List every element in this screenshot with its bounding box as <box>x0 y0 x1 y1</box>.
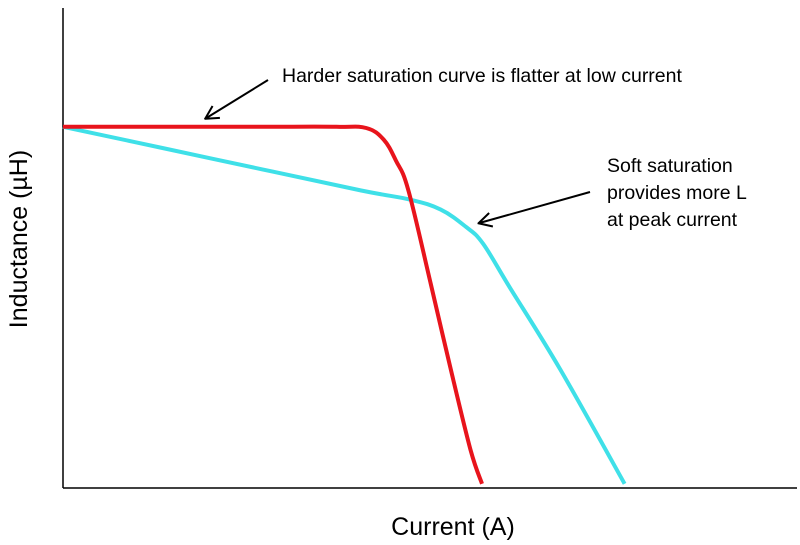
annotation-soft-saturation: Soft saturation provides more L at peak … <box>478 155 747 231</box>
x-axis-title: Current (A) <box>391 513 515 541</box>
series-soft-saturation-line <box>62 124 627 485</box>
series-layer <box>62 124 627 485</box>
series-hard-saturation-line <box>63 124 484 485</box>
annotation-soft-saturation-line3: at peak current <box>607 209 738 231</box>
annotation-hard-saturation-arrow <box>205 79 269 119</box>
axes <box>62 8 797 489</box>
annotation-soft-saturation-line1: Soft saturation <box>607 155 733 177</box>
annotation-soft-saturation-line2: provides more L <box>607 182 747 204</box>
annotation-soft-saturation-arrow <box>478 191 591 223</box>
annotation-hard-saturation: Harder saturation curve is flatter at lo… <box>205 65 682 119</box>
y-axis-title: Inductance (µH) <box>5 150 33 328</box>
annotation-hard-saturation-text: Harder saturation curve is flatter at lo… <box>282 65 682 87</box>
